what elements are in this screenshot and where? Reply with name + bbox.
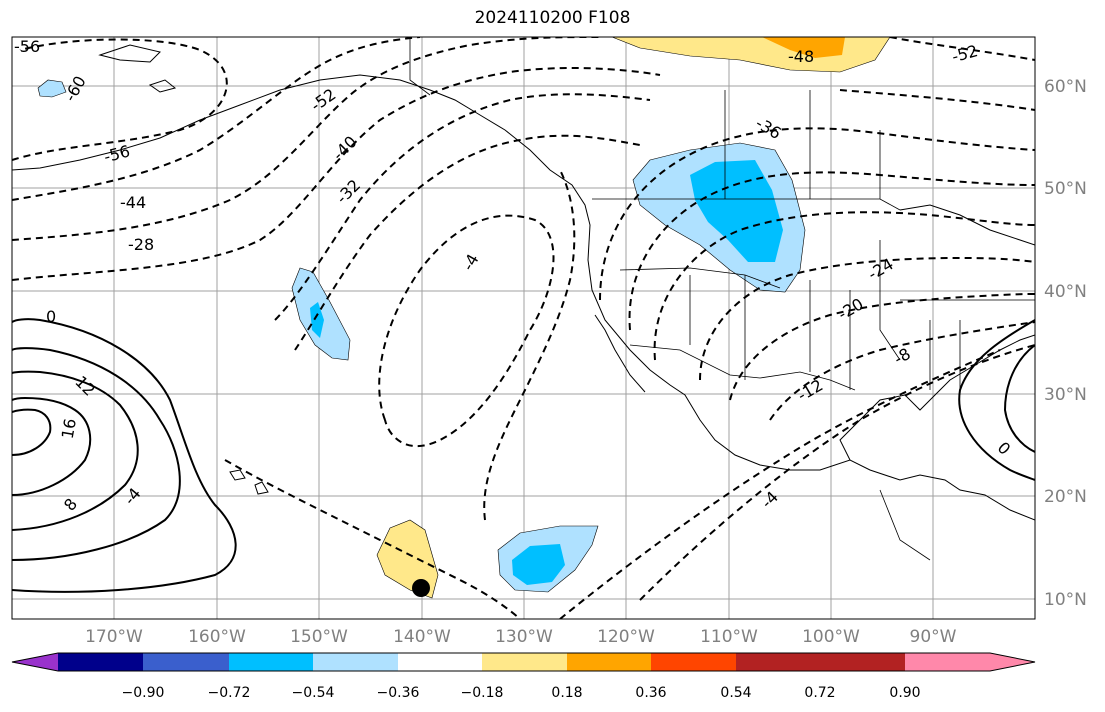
lat-label: 60°N xyxy=(1044,77,1087,97)
colorbar-label: 0.72 xyxy=(804,685,835,701)
contour-label: -4 xyxy=(120,484,145,508)
contour-label: -60 xyxy=(60,73,90,105)
positive-contours xyxy=(12,318,1035,593)
colorbar-label: −0.72 xyxy=(208,685,251,701)
map-frame xyxy=(11,36,1036,620)
colorbar-segment xyxy=(482,653,567,671)
lon-label: 140°W xyxy=(393,627,451,647)
contour-label: -56 xyxy=(14,37,40,56)
lon-label: 130°W xyxy=(495,627,553,647)
lon-label: 90°W xyxy=(910,627,957,647)
lon-label: 100°W xyxy=(802,627,860,647)
lon-label: 170°W xyxy=(85,627,143,647)
borders xyxy=(409,37,1035,561)
colorbar-label: −0.90 xyxy=(122,685,165,701)
colorbar-segment xyxy=(58,653,143,671)
contour-label: -56 xyxy=(102,141,132,166)
shaded-anomalies xyxy=(37,37,891,599)
colorbar-extend-max xyxy=(905,653,1035,671)
contour-label: -4 xyxy=(458,251,482,274)
contour-label: 0 xyxy=(46,307,56,326)
longitude-labels: 170°W 160°W 150°W 140°W 130°W 120°W 110°… xyxy=(85,627,957,647)
contour-label: -40 xyxy=(329,132,361,164)
colorbar-extend-min xyxy=(12,653,58,671)
lon-label: 160°W xyxy=(188,627,246,647)
colorbar-segment xyxy=(820,653,905,671)
lon-label: 110°W xyxy=(700,627,758,647)
lat-label: 30°N xyxy=(1044,385,1087,405)
colorbar-segment xyxy=(651,653,736,671)
colorbar-segment xyxy=(398,653,482,671)
lat-label: 40°N xyxy=(1044,282,1087,302)
coastlines xyxy=(12,44,1035,521)
colorbar-segment xyxy=(229,653,313,671)
contour-label: -12 xyxy=(794,375,826,405)
negative-contours xyxy=(12,37,1035,619)
colorbar-outline xyxy=(11,652,1036,672)
colorbar: −0.90 −0.72 −0.54 −0.36 −0.18 0.18 0.36 … xyxy=(11,652,1036,701)
map-title: 2024110200 F108 xyxy=(474,8,631,28)
contour-label: 8 xyxy=(60,495,81,515)
contour-label: -28 xyxy=(128,235,154,254)
contour-label: -44 xyxy=(120,193,146,212)
contour-label: -52 xyxy=(950,41,980,66)
contour-label: -20 xyxy=(835,294,867,324)
contour-label: 16 xyxy=(58,417,80,440)
contour-label: 0 xyxy=(994,438,1015,459)
lat-label: 50°N xyxy=(1044,179,1087,199)
contour-label: -36 xyxy=(752,113,784,143)
contour-labels: -56 -60 -52 -56 -40 -44 -32 -28 -4 -36 -… xyxy=(14,37,1014,515)
colorbar-segment xyxy=(736,653,820,671)
colorbar-segment xyxy=(313,653,398,671)
colorbar-label: −0.36 xyxy=(377,685,420,701)
map-content: -56 -60 -52 -56 -40 -44 -32 -28 -4 -36 -… xyxy=(12,37,1035,619)
latitude-labels: 60°N 50°N 40°N 30°N 20°N 10°N xyxy=(1044,77,1087,610)
colorbar-label: −0.18 xyxy=(461,685,504,701)
contour-label: -48 xyxy=(788,47,814,66)
colorbar-label: 0.18 xyxy=(551,685,582,701)
contour-label: -24 xyxy=(865,254,897,284)
colorbar-segment xyxy=(143,653,229,671)
lon-label: 120°W xyxy=(597,627,655,647)
colorbar-label: 0.36 xyxy=(635,685,666,701)
colorbar-segment xyxy=(567,653,651,671)
lon-label: 150°W xyxy=(290,627,348,647)
storm-marker-icon xyxy=(412,579,430,597)
lat-label: 20°N xyxy=(1044,487,1087,507)
lat-label: 10°N xyxy=(1044,590,1087,610)
contour-label: 12 xyxy=(71,372,99,400)
colorbar-label: 0.54 xyxy=(720,685,751,701)
colorbar-label: 0.90 xyxy=(889,685,920,701)
graticule xyxy=(12,37,1035,619)
colorbar-label: −0.54 xyxy=(292,685,335,701)
